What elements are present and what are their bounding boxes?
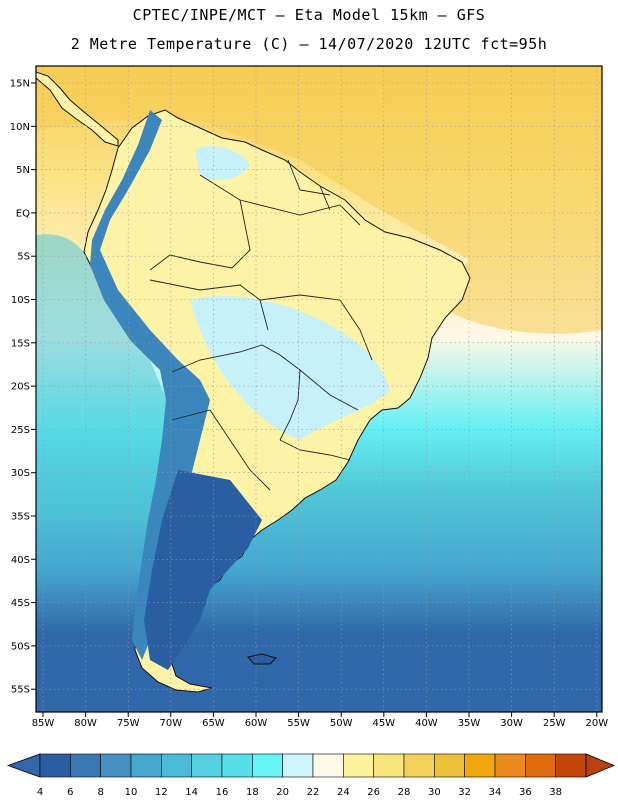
lat-label: 15N (10, 79, 30, 90)
colorbar-level-label: 20 (276, 787, 289, 798)
latitude-axis: 15N 10N 5N EQ 5S 10S 15S 20S 25S 30S 35S 40S 45S 50S 5… (10, 79, 36, 696)
lat-label: EQ (16, 208, 30, 219)
colorbar-level-label: 6 (67, 787, 73, 798)
lat-label: 25S (11, 425, 30, 436)
colorbar-level-label: 32 (458, 787, 471, 798)
colorbar-swatch (70, 753, 101, 778)
colorbar-swatch (39, 753, 71, 778)
colorbar-level-label: 22 (307, 787, 320, 798)
longitude-axis: 85W 80W 75W 70W 65W 60W 55W 50W 45W 40W 35W 30W 25W 2… (32, 712, 608, 729)
central-america-land (36, 71, 119, 147)
colorbar-level-label: 10 (125, 787, 138, 798)
colorbar-swatch (130, 753, 162, 778)
colorbar-swatch (555, 753, 587, 778)
lon-label: 30W (500, 718, 523, 729)
colorbar-swatch (464, 753, 496, 778)
lat-label: 30S (11, 468, 30, 479)
colorbar-swatch (312, 753, 344, 778)
lat-label: 40S (11, 555, 30, 566)
colorbar-level-label: 8 (97, 787, 103, 798)
plot-area (36, 66, 602, 712)
colorbar-level-label: 28 (398, 787, 411, 798)
colorbar-swatch (191, 753, 223, 778)
lat-label: 55S (11, 685, 30, 696)
lon-label: 40W (415, 718, 438, 729)
lon-label: 25W (543, 718, 566, 729)
map-frame (35, 65, 603, 713)
lon-label: 45W (372, 718, 395, 729)
colorbar-over-arrow (585, 753, 616, 778)
colorbar-under-arrow (6, 753, 41, 778)
colorbar-swatch (282, 753, 314, 778)
lat-label: 15S (11, 338, 30, 349)
lon-label: 55W (287, 718, 310, 729)
lat-label: 50S (11, 641, 30, 652)
colorbar-level-label: 34 (489, 787, 502, 798)
lon-label: 85W (32, 718, 55, 729)
lat-label: 45S (11, 598, 30, 609)
lat-label: 5S (17, 252, 30, 263)
lon-label: 75W (117, 718, 140, 729)
map-title-field: 2 Metre Temperature (C) – 14/07/2020 12U… (70, 35, 548, 53)
falkland-islands (247, 653, 277, 665)
northern-cool-patch (195, 145, 250, 181)
colorbar-level-label: 12 (155, 787, 168, 798)
colorbar-level-label: 18 (246, 787, 259, 798)
lat-label: 5N (16, 165, 30, 176)
lat-label: 10S (11, 295, 30, 306)
colorbar-swatch (161, 753, 192, 778)
lon-label: 35W (458, 718, 481, 729)
lon-label: 20W (585, 718, 608, 729)
colorbar-level-label: 14 (185, 787, 198, 798)
colorbar-swatch (434, 753, 465, 778)
country-borders (149, 159, 373, 491)
colorbar-swatch (373, 753, 405, 778)
patagonia-cold (144, 470, 262, 670)
lon-label: 70W (159, 718, 182, 729)
lon-label: 50W (330, 718, 353, 729)
colorbar-level-label: 4 (37, 787, 43, 798)
colorbar-level-label: 16 (216, 787, 229, 798)
andes-cold-ridge (90, 110, 210, 660)
pacific-cool-tongue (36, 234, 175, 521)
warm-atlantic-band (36, 66, 602, 334)
lon-label: 80W (74, 718, 97, 729)
colorbar-level-label: 24 (337, 787, 350, 798)
colorbar-level-label: 38 (549, 787, 562, 798)
colorbar: 4 6 8 10 12 14 16 18 20 22 24 26 28 30 32 34 36 38 (6, 753, 616, 798)
lat-label: 35S (11, 512, 30, 523)
colorbar-level-label: 30 (428, 787, 441, 798)
colorbar-level-label: 26 (367, 787, 380, 798)
colorbar-swatch (343, 753, 374, 778)
lon-label: 60W (245, 718, 268, 729)
colorbar-swatch (100, 753, 132, 778)
lon-label: 65W (202, 718, 225, 729)
colorbar-swatch (252, 753, 283, 778)
map-title-model: CPTEC/INPE/MCT – Eta Model 15km – GFS (132, 6, 486, 24)
colorbar-swatch (525, 753, 556, 778)
interior-cool-patch (190, 296, 390, 440)
colorbar-swatch (403, 753, 435, 778)
colorbar-level-label: 36 (519, 787, 532, 798)
colorbar-swatch (494, 753, 526, 778)
lat-label: 20S (11, 382, 30, 393)
colorbar-swatch (221, 753, 253, 778)
lat-label: 10N (10, 122, 30, 133)
